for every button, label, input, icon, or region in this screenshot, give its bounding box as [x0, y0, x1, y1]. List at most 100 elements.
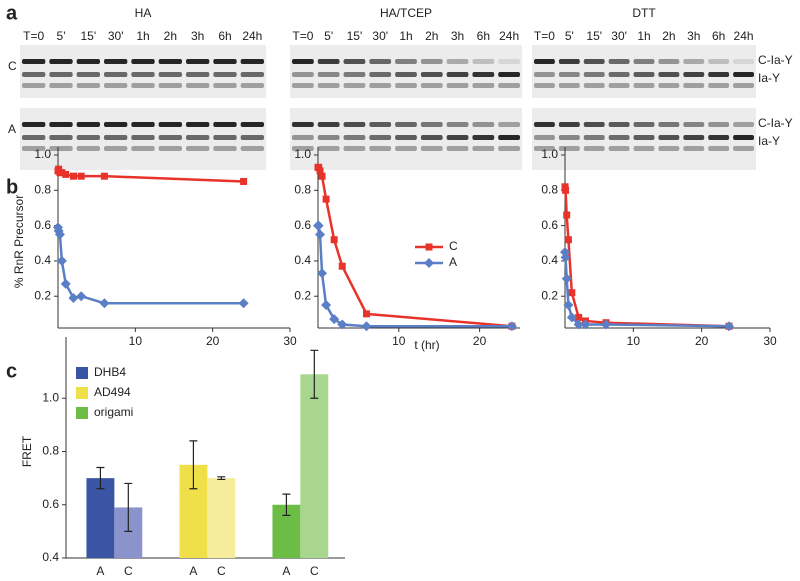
gel-band [633, 72, 655, 77]
gel-band [317, 83, 340, 88]
gel-band [708, 146, 730, 151]
y-axis-label: FRET [20, 435, 34, 467]
x-tick-label: A [96, 564, 104, 578]
y-tick-label: 1.0 [34, 147, 51, 161]
point [562, 186, 570, 194]
point [568, 289, 576, 297]
point [313, 220, 324, 231]
gel-band [683, 72, 705, 77]
timepoint-label: 5' [324, 29, 333, 43]
point [240, 177, 248, 185]
gel-band [608, 83, 630, 88]
timepoint-label: 2h [425, 29, 438, 43]
timepoint-label: 1h [136, 29, 149, 43]
gel-band [186, 122, 210, 127]
legend-label: origami [94, 405, 133, 419]
point [338, 262, 346, 270]
point [564, 236, 572, 244]
timepoint-label: 2h [662, 29, 675, 43]
gel-band [186, 83, 210, 88]
gel-band [76, 83, 100, 88]
gel-title: HA/TCEP [380, 6, 432, 20]
point [329, 314, 340, 325]
legend-marker [424, 258, 434, 268]
band-label: C-Ia-Y [758, 53, 793, 67]
gel-band [558, 122, 580, 127]
gel-band [369, 59, 392, 64]
gel-band [186, 135, 210, 140]
point [318, 172, 326, 180]
gel-band [317, 146, 340, 151]
gel-band [240, 146, 264, 151]
y-tick-label: 1.0 [42, 390, 59, 404]
gel-band [633, 83, 655, 88]
x-tick-label: 30 [283, 334, 297, 348]
x-tick-label: 20 [206, 334, 220, 348]
gel-band [213, 122, 237, 127]
gel-band [708, 135, 730, 140]
gel-band [472, 72, 495, 77]
gel-band [608, 122, 630, 127]
point [58, 169, 66, 177]
gel-band [608, 59, 630, 64]
gel-band [733, 122, 754, 127]
gel-band [131, 72, 155, 77]
gel-band [343, 122, 366, 127]
gel-band [420, 83, 443, 88]
timepoint-label: 5' [565, 29, 574, 43]
panel-label: a [6, 2, 18, 24]
gel-band [420, 135, 443, 140]
gel-band [76, 72, 100, 77]
error-bar [189, 440, 198, 490]
gel-band [369, 122, 392, 127]
point [56, 255, 67, 266]
gel-band [240, 59, 264, 64]
gel-band [76, 122, 100, 127]
gel-band [608, 135, 630, 140]
gel-band [558, 72, 580, 77]
gel-band [131, 135, 155, 140]
gel-band [633, 135, 655, 140]
point [322, 195, 330, 203]
y-tick-label: 0.4 [541, 253, 558, 267]
timepoint-label: 30' [372, 29, 388, 43]
gel-band [76, 59, 100, 64]
gel-band [158, 146, 182, 151]
gel-band [534, 59, 555, 64]
gel-band [683, 59, 705, 64]
gel-band [633, 59, 655, 64]
gel-band [343, 59, 366, 64]
y-tick-label: 0.4 [294, 253, 311, 267]
point [575, 313, 583, 321]
gel-band [369, 72, 392, 77]
gel-band [213, 146, 237, 151]
point [100, 172, 108, 180]
gel-band [369, 146, 392, 151]
gel-band [395, 72, 417, 77]
gel-band [186, 146, 210, 151]
gel-band [343, 72, 366, 77]
gel-band [292, 135, 314, 140]
gel-band [158, 122, 182, 127]
gel-band [104, 135, 128, 140]
gel-band [240, 83, 264, 88]
gel-band [158, 59, 182, 64]
gel-band [292, 59, 314, 64]
gel-band [317, 72, 340, 77]
gel-band [583, 122, 605, 127]
gel-band [104, 122, 128, 127]
gel-band [395, 122, 417, 127]
timepoint-label: T=0 [23, 29, 44, 43]
gel-band [708, 122, 730, 127]
point [315, 163, 323, 171]
gel-band [131, 59, 155, 64]
band-label: Ia-Y [758, 134, 780, 148]
gel-band [534, 146, 555, 151]
point [77, 172, 85, 180]
gel-band [733, 59, 754, 64]
point [724, 321, 734, 332]
point [76, 291, 87, 302]
gel-band [498, 83, 520, 88]
x-tick-label: C [124, 564, 133, 578]
y-tick-label: 0.4 [42, 550, 59, 564]
